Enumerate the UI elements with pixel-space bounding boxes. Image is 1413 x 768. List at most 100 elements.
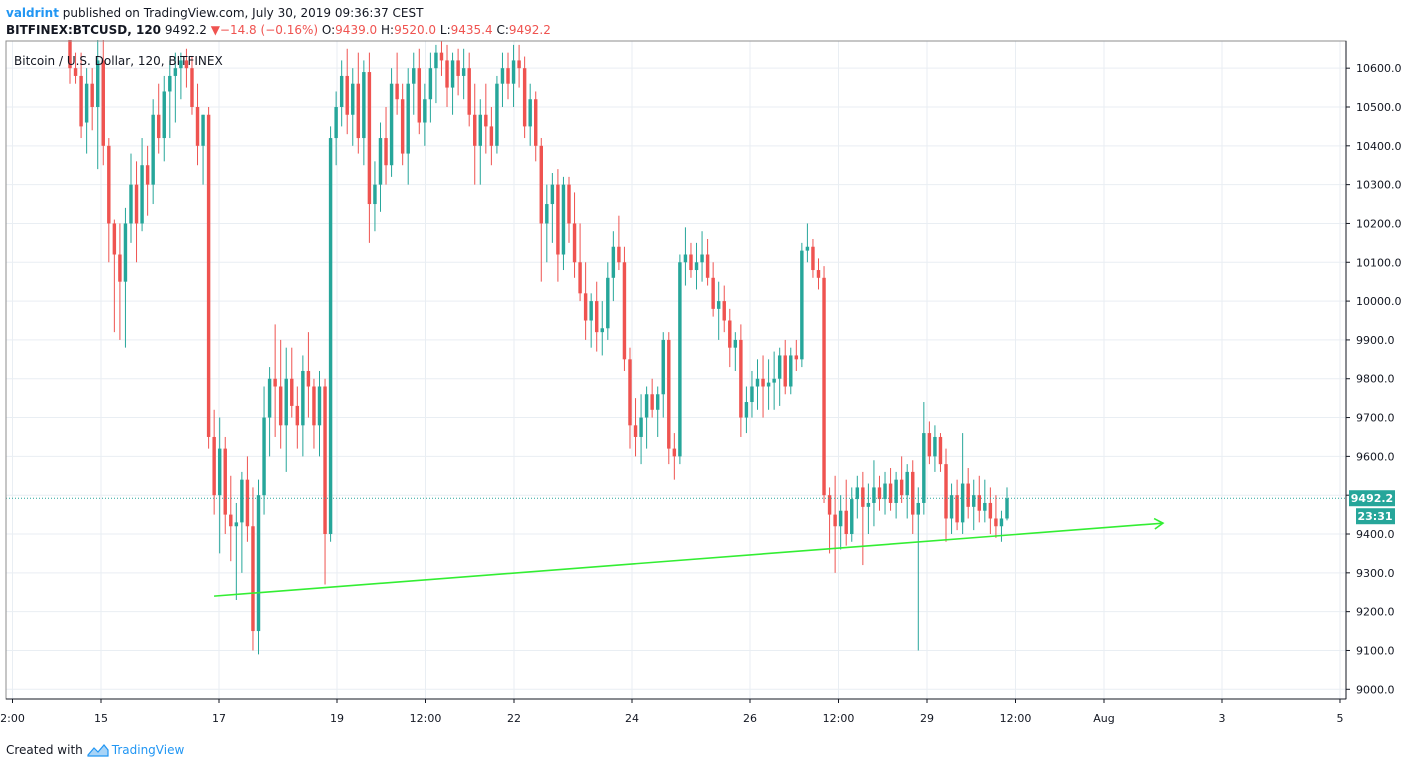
candle-body — [173, 68, 178, 76]
candle-body — [489, 126, 494, 146]
candle-body — [506, 68, 510, 84]
candle — [156, 83, 161, 154]
candle-body — [777, 355, 782, 379]
candle-body — [650, 394, 654, 410]
candle-body — [600, 328, 604, 333]
candle-body — [866, 502, 871, 507]
candle-body — [672, 448, 677, 457]
candle — [827, 487, 832, 554]
candle — [118, 223, 122, 340]
candle — [384, 106, 388, 185]
candle — [134, 161, 139, 263]
candle-body — [667, 339, 671, 449]
candle-body — [772, 378, 776, 383]
time-axis[interactable]: 2:00 15 17 19 12:00 22 24 26 12:00 29 12:00 Aug 3 5 — [0, 698, 1346, 725]
candle — [362, 60, 366, 166]
price-axis[interactable]: 9000.09100.09200.09300.09400.09500.09600… — [1346, 62, 1402, 696]
candle-body — [678, 262, 682, 457]
candle — [622, 246, 627, 371]
chart-area[interactable]: 9000.09100.09200.09300.09400.09500.09600… — [0, 37, 1413, 734]
candle-body — [994, 518, 998, 527]
candle-body — [733, 339, 738, 348]
candle-body — [972, 495, 976, 507]
candle-body — [977, 495, 981, 511]
candle-body — [694, 262, 699, 271]
time-tick-label: 12:00 — [823, 712, 855, 725]
candle — [838, 495, 843, 550]
candle — [212, 409, 216, 515]
candle — [711, 262, 715, 317]
candles-layer — [68, 37, 1009, 655]
candle-body — [378, 138, 383, 185]
candle-body — [68, 37, 72, 69]
candle-body — [273, 378, 277, 387]
candle-body — [683, 254, 688, 263]
candle — [789, 347, 793, 395]
candle-body — [384, 138, 388, 166]
candle — [977, 475, 981, 523]
candle — [417, 48, 422, 135]
candle — [777, 347, 782, 406]
candle-body — [500, 68, 505, 84]
candle-body — [195, 106, 200, 146]
candle — [406, 68, 410, 185]
candle-body — [478, 114, 483, 146]
price-tick-label: 9600.0 — [1356, 450, 1395, 463]
trendline-layer[interactable] — [214, 517, 1165, 597]
candle — [173, 52, 178, 123]
candle — [772, 351, 776, 410]
candlestick-chart[interactable]: 9000.09100.09200.09300.09400.09500.09600… — [0, 37, 1413, 734]
open-label: O: — [321, 23, 336, 37]
candle-body — [234, 522, 239, 527]
time-tick-label: 26 — [743, 712, 757, 725]
time-tick-label: 2:00 — [0, 712, 25, 725]
candle — [356, 52, 361, 154]
time-tick-label: 19 — [330, 712, 344, 725]
candle — [378, 122, 383, 212]
candle-body — [861, 487, 865, 507]
candle — [206, 106, 211, 449]
candle — [922, 402, 926, 515]
candle-body — [295, 405, 300, 426]
candle-body — [966, 483, 970, 507]
candle — [983, 479, 987, 523]
candle-body — [916, 502, 921, 515]
candle-body — [617, 246, 621, 263]
candle — [911, 460, 915, 535]
publish-info: published on TradingView.com, July 30, 2… — [62, 6, 424, 20]
tradingview-logo-icon — [87, 744, 109, 757]
candle-body — [134, 184, 139, 224]
candle-body — [794, 355, 799, 360]
candle-body — [284, 378, 288, 426]
candle — [162, 75, 166, 162]
candle-body — [351, 83, 355, 115]
candle-body — [927, 433, 932, 457]
candle — [938, 433, 943, 472]
candle-body — [112, 223, 117, 255]
candle-body — [855, 487, 860, 500]
tradingview-link[interactable]: TradingView — [87, 741, 184, 759]
candle-body — [783, 355, 787, 387]
candle — [339, 60, 344, 127]
candle-body — [528, 99, 532, 127]
candle — [966, 468, 970, 519]
candle — [694, 242, 699, 290]
candle — [428, 52, 433, 123]
candle — [650, 378, 654, 418]
candle — [722, 285, 726, 333]
trendline[interactable] — [214, 522, 1164, 597]
candle-body — [883, 483, 887, 500]
candle-body — [899, 479, 904, 496]
candle-body — [312, 386, 316, 426]
author-name[interactable]: valdrint — [6, 6, 59, 20]
symbol-label[interactable]: BITFINEX:BTCUSD, 120 — [6, 23, 162, 37]
candle-body — [400, 99, 405, 154]
time-tick-label: 5 — [1336, 712, 1343, 725]
candle — [655, 386, 660, 437]
candle — [278, 339, 283, 449]
candle — [179, 52, 183, 100]
candle — [888, 468, 893, 511]
candle-body — [949, 495, 954, 519]
price-tick-label: 10200.0 — [1356, 217, 1402, 230]
candle — [290, 347, 294, 418]
